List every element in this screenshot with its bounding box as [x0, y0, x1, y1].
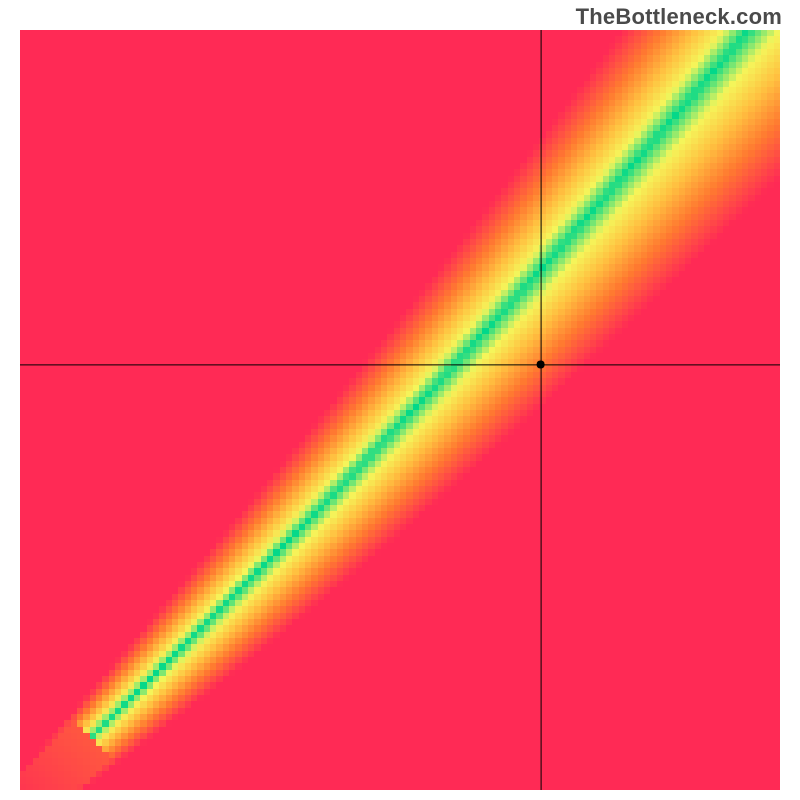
heatmap-plot	[20, 30, 780, 790]
heatmap-canvas	[20, 30, 780, 790]
chart-container: TheBottleneck.com	[0, 0, 800, 800]
watermark-label: TheBottleneck.com	[576, 4, 782, 30]
